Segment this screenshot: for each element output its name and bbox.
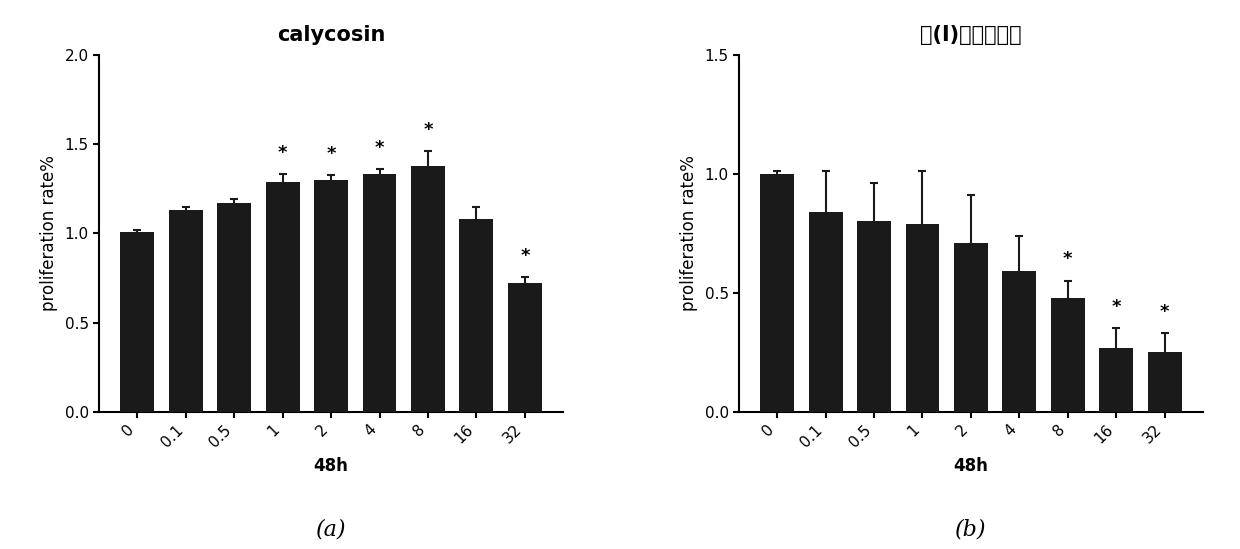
- X-axis label: 48h: 48h: [954, 457, 988, 475]
- Y-axis label: proliferation rate%: proliferation rate%: [680, 155, 698, 311]
- Bar: [1148, 352, 1182, 412]
- X-axis label: 48h: 48h: [314, 457, 348, 475]
- Text: *: *: [1063, 250, 1073, 268]
- Bar: [169, 210, 202, 412]
- Bar: [120, 232, 154, 412]
- Text: *: *: [520, 247, 529, 265]
- Bar: [857, 221, 892, 412]
- Bar: [954, 243, 988, 412]
- Bar: [1100, 348, 1133, 412]
- Title: 式(I)所示化合物: 式(I)所示化合物: [920, 25, 1022, 45]
- Text: (a): (a): [316, 519, 346, 541]
- Bar: [460, 219, 494, 412]
- Text: *: *: [1111, 298, 1121, 316]
- Bar: [362, 175, 397, 412]
- Y-axis label: proliferation rate%: proliferation rate%: [40, 155, 58, 311]
- Bar: [905, 224, 940, 412]
- Bar: [808, 212, 842, 412]
- Text: *: *: [423, 121, 433, 139]
- Bar: [760, 174, 794, 412]
- Text: *: *: [1159, 302, 1169, 321]
- Bar: [1002, 271, 1037, 412]
- Title: calycosin: calycosin: [277, 25, 386, 45]
- Bar: [508, 283, 542, 412]
- Text: *: *: [278, 144, 288, 162]
- Bar: [265, 182, 300, 412]
- Bar: [217, 203, 252, 412]
- Bar: [1050, 298, 1085, 412]
- Text: *: *: [326, 145, 336, 163]
- Bar: [314, 180, 348, 412]
- Text: (b): (b): [955, 519, 987, 541]
- Bar: [410, 166, 445, 412]
- Text: *: *: [374, 138, 384, 156]
